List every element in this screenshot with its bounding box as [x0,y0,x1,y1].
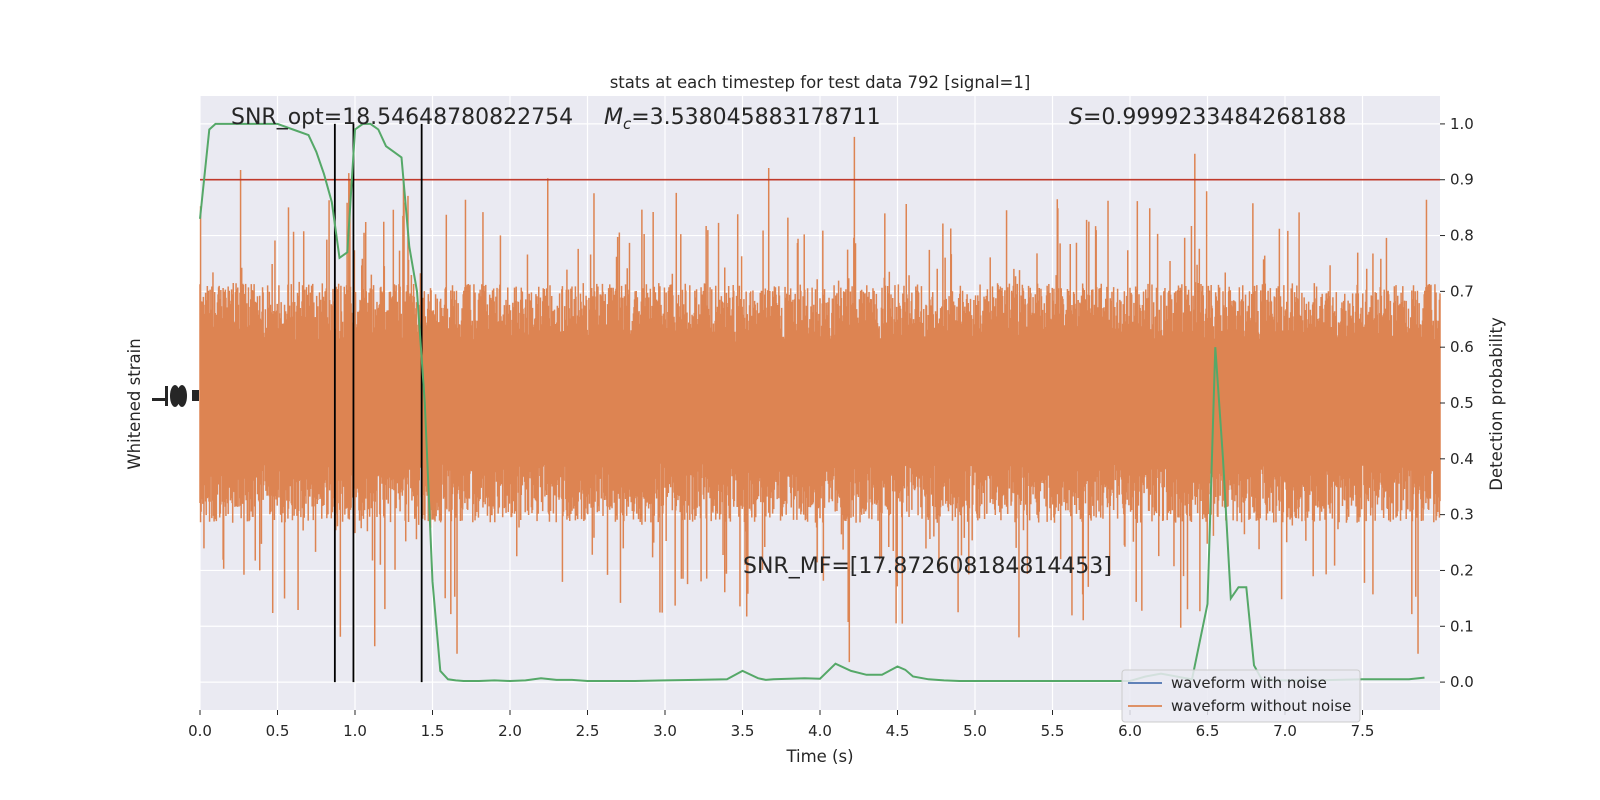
y-tick-label: 0.3 [1450,506,1474,524]
legend-label-with-noise: waveform with noise [1171,674,1327,692]
s-value: =0.9999233484268188 [1083,105,1346,130]
chart-title: stats at each timestep for test data 792… [610,73,1031,92]
noise-trace [199,136,1441,663]
y-tick-label: 0.5 [1450,394,1474,412]
legend: waveform with noise waveform without noi… [1121,669,1361,723]
x-tick-label: 4.0 [808,722,832,740]
x-tick-label: 3.0 [653,722,677,740]
x-tick-label: 4.5 [886,722,910,740]
x-tick-label: 1.5 [421,722,445,740]
x-tick-label: 5.0 [963,722,987,740]
y-tick-label: 0.8 [1450,227,1474,245]
left-axis-collapsed-ticks [152,385,199,407]
series-waveform-without-noise [199,136,1441,663]
x-tick-label: 3.5 [731,722,755,740]
y-axis-label-left: Whitened strain [125,338,144,469]
x-tick-labels: 0.0 0.5 1.0 1.5 2.0 2.5 3.0 3.5 4.0 4.5 5.0 5.5 6.0 6… [188,710,1374,740]
y-tick-label: 0.1 [1450,617,1474,635]
y-tick-label: 0.4 [1450,450,1474,468]
mc-annotation: Mc=3.538045883178711 [604,105,881,133]
s-annotation: S=0.9999233484268188 [1069,105,1346,130]
x-tick-label: 6.5 [1196,722,1220,740]
x-tick-label: 0.0 [188,722,212,740]
y-tick-label: 1.0 [1450,115,1474,133]
legend-box [1121,669,1361,723]
mc-symbol: M [604,105,623,130]
y-tick-labels-right: 0.0 0.1 0.2 0.3 0.4 0.5 0.6 0.7 0.8 0.9 1.0 [1440,115,1474,691]
x-tick-label: 5.5 [1041,722,1065,740]
x-tick-label: 2.5 [576,722,600,740]
legend-label-without-noise: waveform without noise [1171,697,1351,715]
y-tick-label: 0.7 [1450,282,1474,300]
x-tick-label: 2.0 [498,722,522,740]
s-symbol: S [1069,105,1083,130]
y-axis-label-right: Detection probability [1487,317,1506,491]
mc-value: =3.538045883178711 [631,105,880,130]
x-tick-label: 0.5 [266,722,290,740]
x-tick-label: 1.0 [343,722,367,740]
y-tick-label: 0.6 [1450,338,1474,356]
y-tick-label: 0.9 [1450,171,1474,189]
x-axis-label: Time (s) [785,747,853,766]
y-tick-label: 0.0 [1450,673,1474,691]
y-tick-label: 0.2 [1450,561,1474,579]
mc-subscript: c [623,115,632,133]
snr-opt-annotation: SNR_opt=18.54648780822754 [231,105,573,130]
x-tick-label: 6.0 [1118,722,1142,740]
snr-mf-annotation: SNR_MF=[17.872608184814453] [743,554,1112,579]
x-tick-label: 7.5 [1351,722,1375,740]
x-tick-label: 7.0 [1273,722,1297,740]
series-detection-probability [199,122,1425,683]
